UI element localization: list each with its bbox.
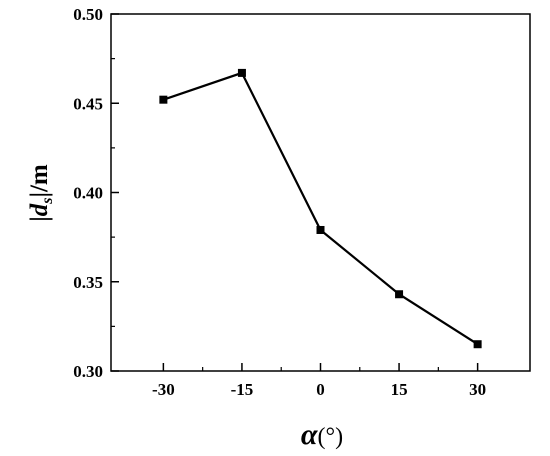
- y-axis-label: |ds|/m: [26, 164, 56, 222]
- y-tick-label: 0.45: [73, 94, 103, 113]
- x-tick-label: -30: [152, 380, 175, 399]
- y-tick-label: 0.40: [73, 184, 103, 203]
- data-point: [159, 95, 168, 104]
- ticks: [111, 13, 479, 372]
- y-axis-sub: s: [39, 198, 56, 205]
- x-tick-label: 15: [391, 380, 408, 399]
- x-tick-label: -15: [231, 380, 254, 399]
- data-point: [237, 68, 246, 77]
- y-axis-unit: /m: [26, 164, 53, 193]
- x-axis-symbol: α: [301, 418, 318, 451]
- x-axis-unit: (°): [318, 424, 344, 450]
- data-point: [316, 225, 325, 234]
- x-tick-label: 0: [316, 380, 325, 399]
- y-tick-label: 0.30: [73, 362, 103, 381]
- data-point: [395, 290, 404, 299]
- y-axis-bar-open: |: [26, 216, 53, 222]
- markers: [159, 68, 482, 349]
- series-line: [163, 71, 479, 346]
- x-tick-label: 30: [469, 380, 486, 399]
- y-tick-label: 0.50: [73, 5, 103, 24]
- y-tick-label: 0.35: [73, 273, 103, 292]
- x-axis-label: α(°): [301, 418, 343, 451]
- y-axis-var: d: [26, 203, 53, 216]
- y-axis-bar-close: |: [26, 192, 53, 198]
- data-point: [473, 340, 482, 349]
- plot-frame: [110, 13, 531, 372]
- tick-labels: -30 -15 0 15 30 0.30 0.35 0.40 0.45 0.50: [73, 5, 486, 399]
